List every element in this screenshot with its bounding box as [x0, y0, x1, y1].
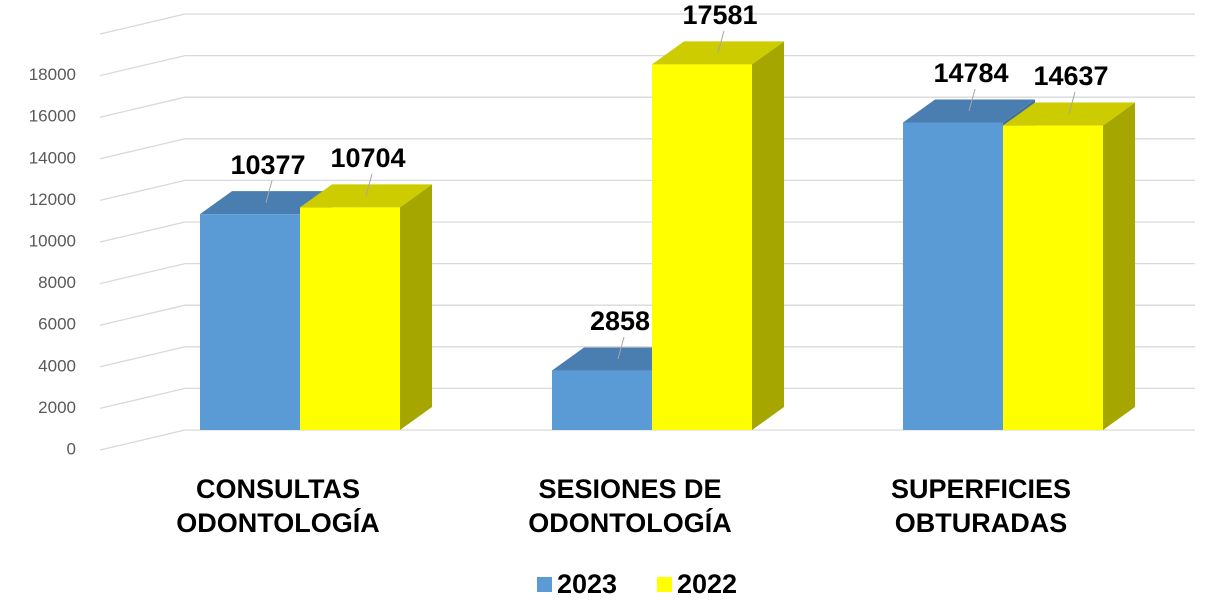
legend-label: 2023 [557, 569, 617, 599]
legend-swatch [657, 577, 672, 592]
y-tick-label: 0 [67, 439, 76, 458]
legend-swatch [537, 577, 552, 592]
leader-line [968, 88, 976, 112]
grid-line [99, 387, 1195, 410]
grid-line [99, 96, 1195, 118]
leader-line [1068, 91, 1076, 115]
data-label: 10377 [230, 150, 305, 180]
grid-line [99, 262, 1195, 285]
legend-label: 2022 [677, 569, 737, 599]
bar [300, 207, 400, 430]
x-tick-label: SESIONES DE ODONTOLOGÍA [528, 474, 732, 538]
y-tick-label: 14000 [29, 148, 76, 167]
grid-line [99, 304, 1195, 326]
leader-line [265, 180, 273, 203]
y-tick-label: 18000 [29, 65, 76, 84]
leader-line [365, 173, 373, 196]
grid-line [99, 54, 1195, 77]
x-tick-label: CONSULTAS ODONTOLOGÍA [176, 474, 380, 538]
grid-line [99, 221, 1195, 243]
data-label: 2858 [590, 306, 650, 336]
bar [1003, 125, 1103, 430]
bar-side [752, 41, 784, 431]
bar-side [400, 184, 432, 430]
bar [552, 370, 652, 430]
bar [652, 64, 752, 431]
y-tick-label: 6000 [38, 315, 76, 334]
data-label: 17581 [682, 0, 757, 30]
leader-line [617, 336, 625, 360]
bar [200, 214, 300, 430]
data-label: 14637 [1033, 61, 1108, 91]
grid-line [99, 179, 1195, 202]
grid-line [99, 13, 1195, 35]
data-label: 10704 [330, 143, 405, 173]
grid-line [99, 138, 1195, 160]
y-tick-label: 8000 [38, 273, 76, 292]
grid-line [99, 429, 1195, 451]
y-tick-label: 12000 [29, 190, 76, 209]
y-tick-label: 16000 [29, 107, 76, 126]
data-label: 14784 [933, 58, 1008, 88]
y-tick-label: 10000 [29, 231, 76, 250]
grid-line [99, 346, 1195, 368]
y-tick-label: 2000 [38, 398, 76, 417]
bar [903, 122, 1003, 430]
x-tick-label: SUPERFICIES OBTURADAS [890, 474, 1072, 538]
leader-line [717, 30, 725, 53]
y-tick-label: 4000 [38, 356, 76, 375]
bar-side [1103, 102, 1135, 430]
